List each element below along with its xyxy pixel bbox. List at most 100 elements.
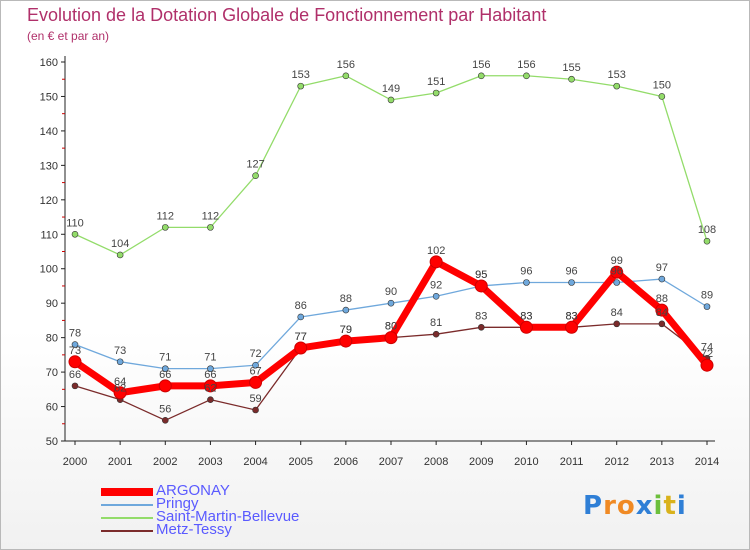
logo-letter: P (583, 491, 604, 521)
data-point (71, 382, 79, 390)
data-label: 64 (114, 376, 126, 388)
data-point (252, 406, 259, 414)
x-tick-label: 2001 (108, 456, 132, 468)
data-label: 97 (656, 262, 668, 274)
y-tick-label: 130 (40, 160, 58, 172)
logo-letter: i (676, 491, 687, 521)
data-label: 66 (204, 369, 216, 381)
data-label: 56 (159, 403, 171, 415)
data-point (565, 320, 579, 334)
data-point (387, 96, 395, 104)
data-label: 62 (204, 383, 216, 395)
data-point (703, 303, 711, 310)
data-point (474, 279, 488, 293)
data-point (161, 365, 169, 372)
data-label: 127 (246, 159, 264, 171)
data-label: 81 (430, 317, 442, 329)
data-point (432, 292, 440, 300)
series-argonay (68, 255, 714, 400)
data-label: 66 (159, 369, 171, 381)
data-labels-layer: 110 104 112 112 127 153 156 149 151 156 156 155 153 1… (66, 59, 716, 416)
data-label: 74 (701, 341, 713, 353)
data-label: 86 (295, 300, 307, 312)
data-label: 156 (337, 59, 355, 71)
data-point (432, 330, 440, 338)
y-tick-label: 140 (40, 126, 58, 138)
data-label: 112 (202, 210, 220, 222)
x-tick-label: 2011 (560, 456, 584, 468)
data-point (658, 275, 666, 283)
data-point (203, 379, 217, 393)
data-label: 83 (475, 310, 487, 322)
data-point (613, 82, 621, 90)
data-label: 78 (69, 328, 81, 340)
data-label: 153 (608, 69, 626, 81)
data-label: 77 (295, 331, 307, 343)
legend-label: Pringy (156, 495, 199, 512)
data-point (703, 237, 711, 245)
data-point (568, 279, 575, 286)
data-point (252, 361, 259, 369)
y-tick-label: 110 (40, 229, 58, 241)
data-label: 79 (340, 324, 352, 336)
y-tick-label: 50 (46, 436, 58, 448)
data-label: 83 (565, 310, 577, 322)
data-point (161, 417, 169, 424)
data-point (207, 396, 214, 403)
series-saint-martin-bellevue (71, 72, 711, 259)
data-point (294, 341, 308, 355)
x-tick-label: 2000 (63, 456, 87, 468)
x-tick-label: 2013 (650, 456, 674, 468)
x-tick-label: 2003 (198, 456, 222, 468)
y-tick-label: 160 (40, 57, 58, 69)
data-label: 110 (66, 217, 84, 229)
series-pringy (71, 275, 711, 372)
data-point (71, 341, 79, 348)
data-point (429, 255, 443, 269)
data-label: 72 (701, 348, 713, 360)
data-label: 99 (611, 255, 623, 267)
chart-title: Evolution de la Dotation Globale de Fonc… (27, 5, 547, 25)
data-point (116, 358, 124, 366)
data-point (249, 375, 263, 389)
data-label: 66 (69, 369, 81, 381)
legend-swatch (101, 504, 153, 506)
data-label: 73 (114, 345, 126, 357)
data-label: 83 (520, 310, 532, 322)
data-label: 95 (475, 269, 487, 281)
y-tick-label: 150 (40, 91, 58, 103)
data-point (523, 279, 530, 286)
x-tick-label: 2007 (379, 456, 403, 468)
data-point (297, 82, 305, 90)
data-label: 149 (382, 83, 400, 95)
data-label: 79 (340, 324, 352, 336)
data-point (610, 265, 624, 279)
logo-letter: i (653, 491, 664, 521)
legend-swatch (101, 530, 153, 532)
x-tick-label: 2008 (424, 456, 448, 468)
x-tick-label: 2014 (695, 456, 719, 468)
data-label: 71 (204, 352, 216, 364)
logo-letter: o (616, 491, 636, 521)
logo-letter: x (635, 491, 654, 521)
data-point (116, 251, 124, 259)
data-label: 150 (653, 79, 671, 91)
x-tick-label: 2004 (243, 456, 267, 468)
data-label: 83 (565, 310, 577, 322)
data-point (161, 224, 169, 231)
data-label: 153 (292, 69, 310, 81)
data-label: 77 (295, 331, 307, 343)
data-label: 156 (517, 59, 535, 71)
data-label: 96 (611, 266, 623, 278)
data-point (342, 72, 350, 80)
data-point (477, 323, 485, 331)
y-tick-label: 70 (46, 367, 58, 379)
data-label: 102 (427, 245, 445, 257)
data-label: 71 (159, 352, 171, 364)
data-label: 88 (656, 293, 668, 305)
data-point (568, 75, 575, 83)
data-label: 83 (520, 310, 532, 322)
x-tick-label: 2006 (334, 456, 358, 468)
